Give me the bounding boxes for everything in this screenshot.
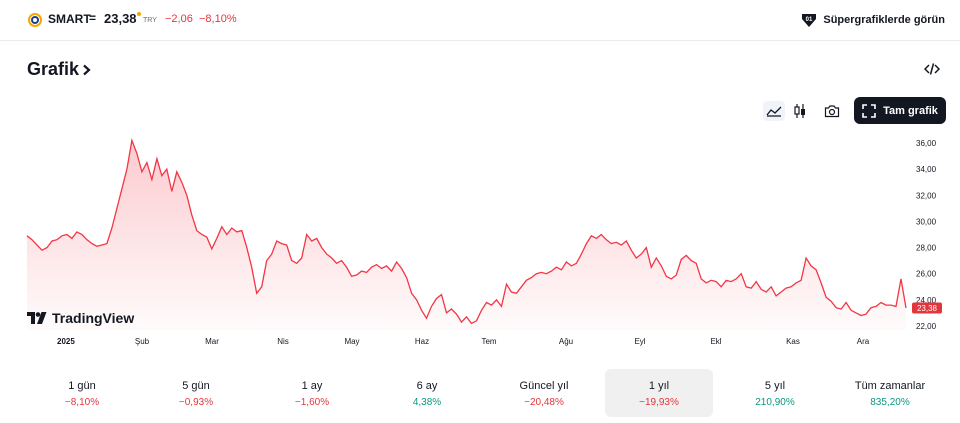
period-1m[interactable]: 1 ay −1,60% [258, 369, 366, 417]
period-value: −8,10% [64, 397, 100, 408]
chart-section-title[interactable]: Grafik [27, 59, 91, 80]
period-label: Tüm zamanlar [854, 380, 926, 392]
x-axis-tick: Nis [277, 337, 289, 346]
y-axis-tick: 22,00 [916, 322, 937, 331]
x-axis-tick: Ağu [559, 337, 573, 346]
price-change-percent: −8,10% [199, 13, 237, 25]
candles-button[interactable] [789, 101, 811, 121]
price-chart[interactable]: 36,00 34,00 32,00 30,00 28,00 26,00 24,00 22,00… [0, 130, 960, 350]
period-performance-row: 1 gün −8,10% 5 gün −0,93% 1 ay −1,60% 6 … [0, 368, 960, 418]
period-label: Güncel yıl [519, 380, 569, 392]
x-axis-tick: Ara [857, 337, 870, 346]
y-axis-tick: 34,00 [916, 165, 937, 174]
full-chart-button[interactable]: Tam grafik [854, 97, 946, 124]
x-axis-tick: 2025 [57, 337, 75, 346]
period-label: 5 gün [182, 380, 210, 392]
price-line [26, 137, 907, 325]
chevron-right-icon [83, 64, 91, 75]
tradingview-brand: TradingView [52, 310, 135, 326]
period-value: −19,93% [639, 397, 679, 408]
last-price-badge-text: 23,38 [917, 304, 938, 313]
period-label: 5 yıl [764, 380, 786, 392]
period-6m[interactable]: 6 ay 4,38% [373, 369, 481, 417]
supercharts-label: Süpergrafiklerde görün [823, 14, 945, 26]
tradingview-logo-icon [27, 311, 47, 324]
x-axis-tick: Kas [786, 337, 800, 346]
period-label: 1 gün [68, 380, 96, 392]
period-5d[interactable]: 5 gün −0,93% [142, 369, 250, 417]
period-label: 1 yıl [648, 380, 670, 392]
area-chart-icon [766, 106, 782, 117]
tradingview-watermark[interactable]: TradingView [27, 310, 134, 326]
period-label: 1 ay [301, 380, 323, 392]
price-change: −2,06 [165, 13, 193, 25]
fullscreen-icon [862, 103, 876, 118]
x-axis-tick: Tem [481, 337, 496, 346]
x-axis-tick: Ekl [710, 337, 721, 346]
smart-logo-icon [28, 13, 42, 27]
y-axis-tick: 28,00 [916, 244, 937, 253]
supercharts-icon: 01 [802, 14, 817, 27]
y-axis-tick: 36,00 [916, 139, 937, 148]
period-value: 4,38% [412, 397, 442, 408]
period-value: 210,90% [755, 397, 795, 408]
svg-text:01: 01 [806, 17, 813, 23]
symbol-header: SMART = 23,38 TRY −2,06 −8,10% 01 Süperg… [0, 0, 960, 41]
price-area-fill [27, 140, 906, 330]
area-chart-button[interactable] [763, 101, 785, 121]
period-value: −1,60% [294, 397, 330, 408]
currency-label: TRY [143, 17, 157, 24]
period-value: −0,93% [178, 397, 214, 408]
period-value: −20,48% [524, 397, 564, 408]
symbol-name: SMART [48, 12, 91, 26]
period-all[interactable]: Tüm zamanlar 835,20% [836, 369, 944, 417]
period-1d[interactable]: 1 gün −8,10% [28, 369, 136, 417]
y-axis-tick: 24,00 [916, 296, 937, 305]
period-5y[interactable]: 5 yıl 210,90% [721, 369, 829, 417]
x-axis-tick: Şub [135, 337, 150, 346]
code-embed-icon[interactable] [924, 62, 940, 76]
x-axis-tick: Eyl [634, 337, 645, 346]
period-value: 835,20% [870, 397, 910, 408]
last-price-badge: 23,38 [912, 302, 942, 314]
y-axis-tick: 30,00 [916, 217, 937, 226]
snapshot-button[interactable] [821, 101, 843, 121]
section-title-text: Grafik [27, 59, 80, 79]
last-price: 23,38 [104, 11, 137, 26]
market-status-dot [137, 12, 141, 16]
full-chart-label: Tam grafik [883, 104, 938, 117]
symbol-separator: = [89, 11, 97, 25]
y-axis-tick: 26,00 [916, 270, 937, 279]
period-1y[interactable]: 1 yıl −19,93% [605, 369, 713, 417]
x-axis-tick: May [344, 337, 359, 346]
period-label: 6 ay [416, 380, 438, 392]
x-axis-tick: Mar [205, 337, 219, 346]
supercharts-button[interactable]: 01 Süpergrafiklerde görün [800, 11, 945, 29]
camera-icon [824, 105, 840, 118]
candles-icon [794, 104, 805, 118]
x-axis-tick: Haz [415, 337, 429, 346]
period-ytd[interactable]: Güncel yıl −20,48% [490, 369, 598, 417]
y-axis-tick: 32,00 [916, 191, 937, 200]
